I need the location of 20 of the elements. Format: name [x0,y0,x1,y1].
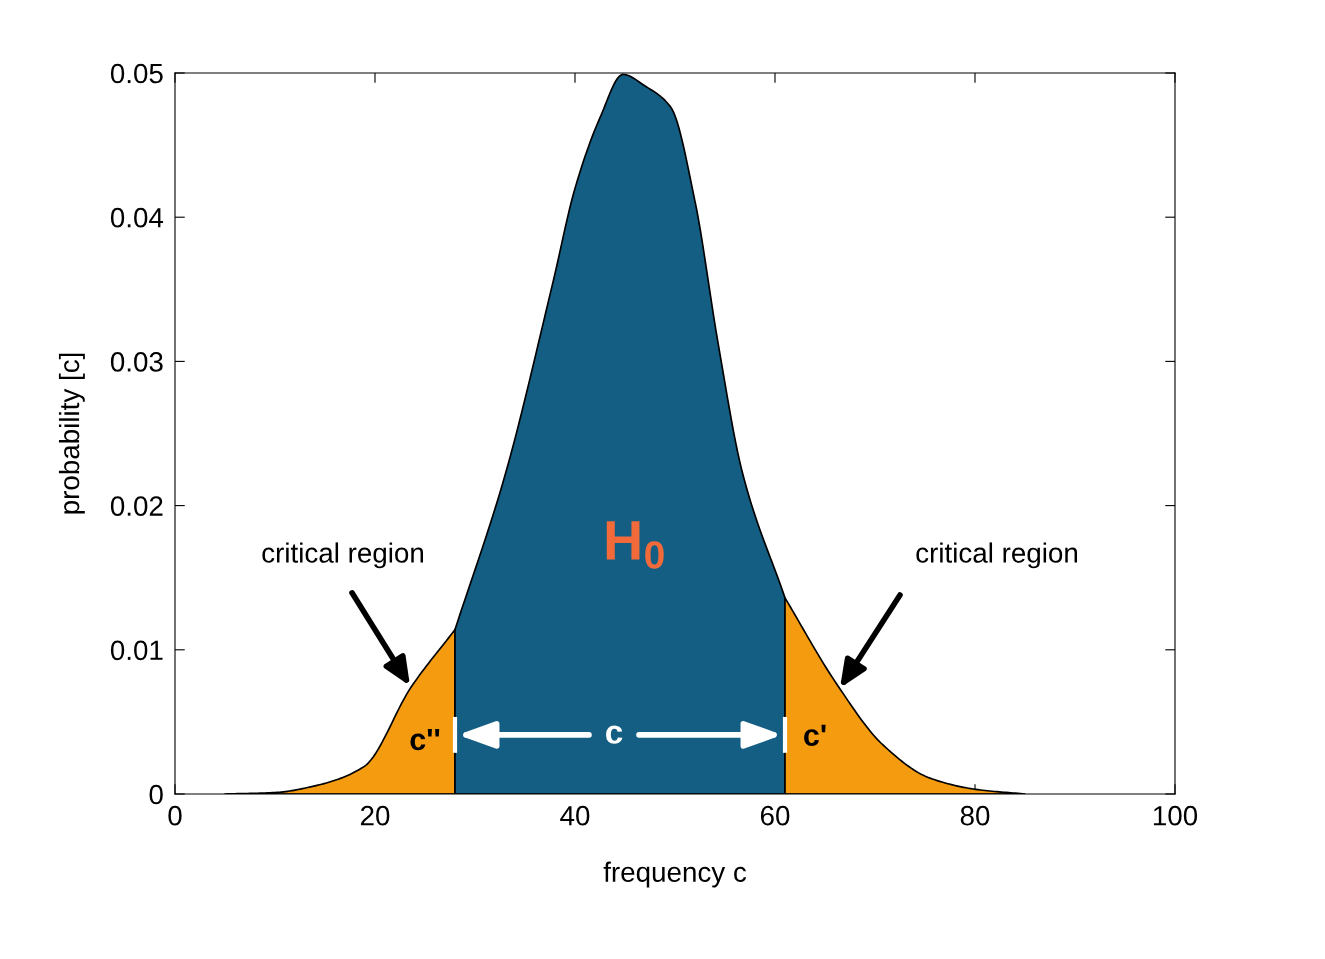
x-tick-label: 100 [1153,805,1198,826]
y-tick-label: 0.02 [110,496,163,516]
x-tick-label: 40 [560,805,590,826]
x-tick-label: 60 [760,805,790,826]
y-tick-label: 0.01 [110,640,163,661]
y-tick-label: 0 [149,784,163,805]
annotation: c'' [410,728,440,751]
y-tick-label: 0.04 [110,207,164,228]
annotation: c [606,725,623,744]
annotation: critical region [916,542,1078,569]
y-tick-label: 0.03 [110,352,163,372]
x-axis-title: frequency c [603,861,747,888]
x-tick-label: 20 [360,805,390,826]
x-tick-label: 80 [960,805,990,826]
y-axis-title: probability [c] [58,353,85,514]
annotation: critical region [262,542,424,569]
x-tick-label: 0 [168,805,182,826]
y-tick-label: 0.05 [110,63,163,84]
annotation: H$_{0}$ [606,521,664,569]
annotation: c' [804,724,826,746]
